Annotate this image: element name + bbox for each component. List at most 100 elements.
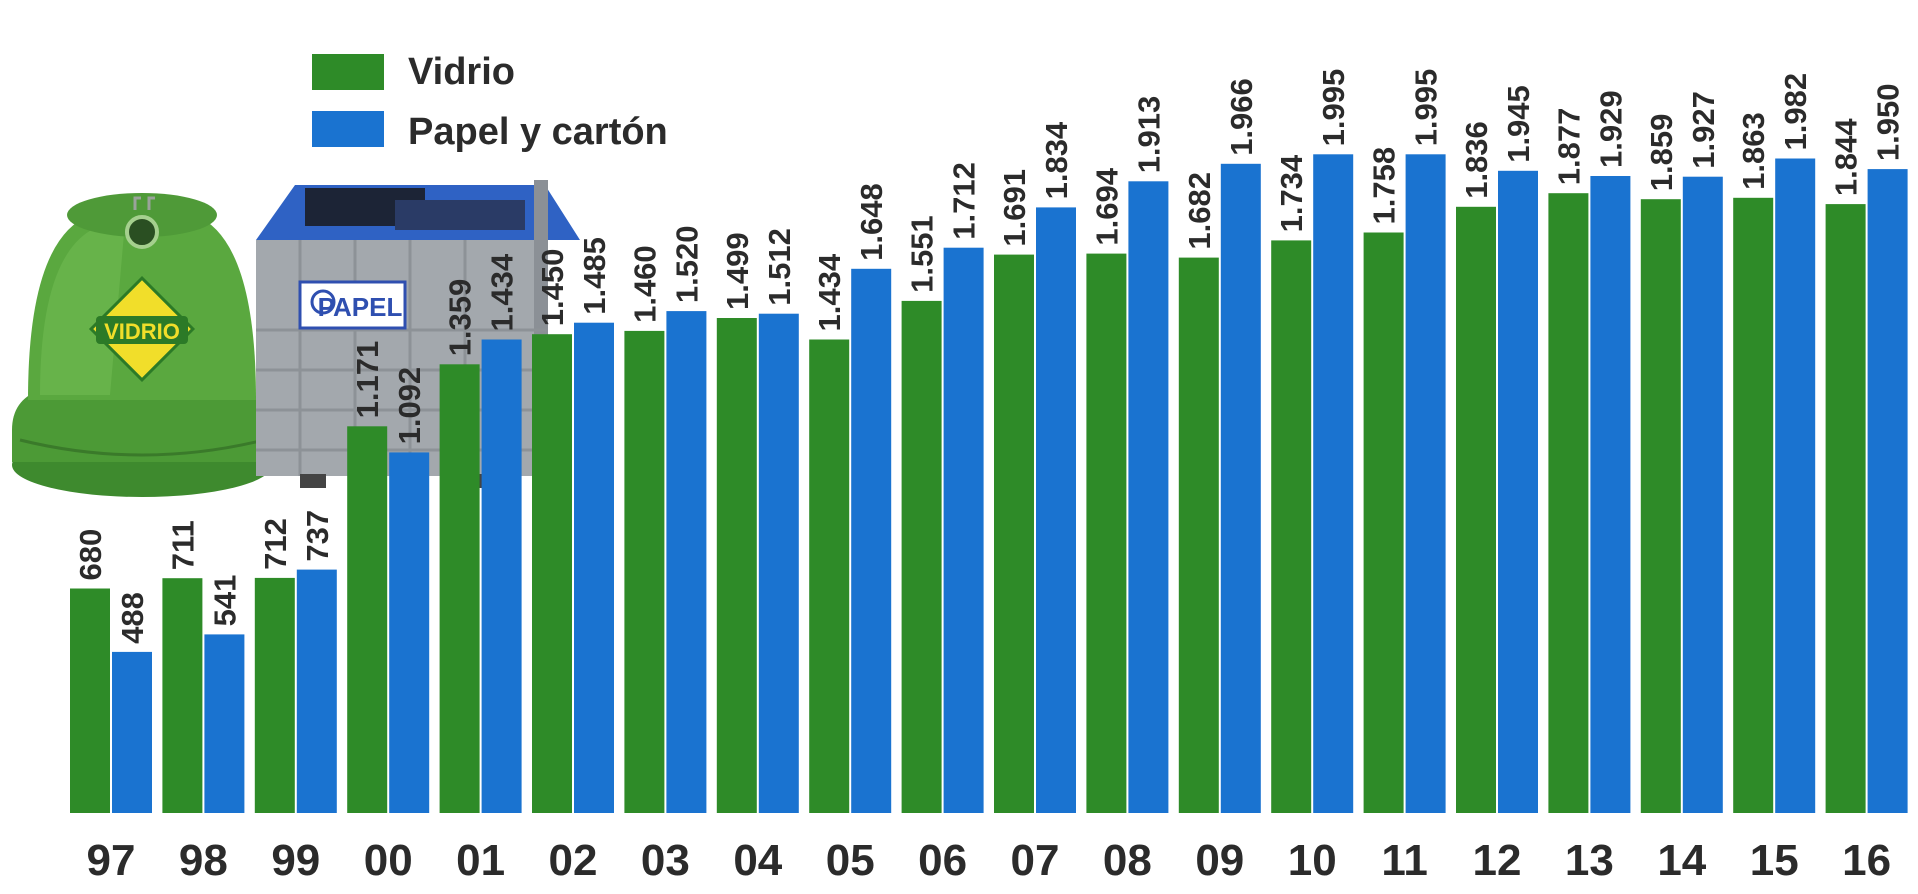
data-label-vidrio-02: 1.450 [535, 249, 570, 327]
bar-vidrio-16 [1825, 204, 1866, 814]
bar-papel-09 [1220, 163, 1261, 814]
data-label-papel-99: 737 [300, 510, 335, 562]
x-tick-label-98: 98 [179, 836, 228, 885]
data-label-papel-98: 541 [207, 575, 242, 627]
x-tick-label-09: 09 [1195, 836, 1244, 885]
bar-papel-10 [1313, 154, 1354, 814]
data-label-papel-10: 1.995 [1316, 69, 1351, 147]
paper-recycling-container-icon: PAPEL [256, 180, 580, 488]
data-label-papel-14: 1.927 [1686, 91, 1721, 169]
bar-papel-03 [666, 311, 707, 813]
bar-vidrio-04 [716, 318, 757, 813]
data-label-papel-03: 1.520 [669, 226, 704, 304]
data-label-vidrio-14: 1.859 [1644, 114, 1679, 192]
bar-group [70, 154, 1908, 814]
data-label-papel-13: 1.929 [1593, 90, 1628, 168]
bar-vidrio-11 [1363, 232, 1404, 813]
bar-papel-00 [389, 452, 430, 813]
data-label-papel-00: 1.092 [392, 367, 427, 445]
x-tick-label-06: 06 [918, 836, 967, 885]
data-label-vidrio-13: 1.877 [1551, 108, 1586, 186]
legend-label-papel: Papel y cartón [408, 111, 668, 153]
data-label-vidrio-98: 711 [165, 520, 200, 570]
x-tick-label-05: 05 [826, 836, 875, 885]
data-label-vidrio-06: 1.551 [905, 215, 940, 293]
legend-label-vidrio: Vidrio [408, 51, 515, 93]
data-label-papel-97: 488 [115, 592, 150, 644]
x-tick-label-11: 11 [1381, 836, 1428, 885]
bar-papel-05 [851, 268, 892, 813]
bar-papel-12 [1498, 170, 1538, 814]
bar-vidrio-14 [1640, 199, 1681, 813]
x-tick-label-13: 13 [1565, 836, 1614, 885]
bar-vidrio-13 [1548, 193, 1589, 813]
bar-papel-97 [112, 651, 152, 813]
data-label-papel-06: 1.712 [947, 162, 982, 240]
data-label-vidrio-04: 1.499 [720, 232, 755, 310]
bar-vidrio-02 [532, 334, 572, 813]
x-tick-label-14: 14 [1657, 836, 1706, 885]
glass-recycling-bin-icon: VIDRIO [12, 193, 272, 497]
data-label-papel-09: 1.966 [1224, 78, 1259, 156]
legend: Vidrio Papel y cartón [312, 51, 668, 153]
data-label-vidrio-12: 1.836 [1459, 121, 1494, 199]
legend-swatch-vidrio [312, 54, 384, 90]
x-tick-label-02: 02 [549, 836, 598, 885]
bar-vidrio-06 [901, 300, 942, 813]
x-tick-label-04: 04 [733, 836, 782, 885]
x-tick-label-15: 15 [1750, 836, 1799, 885]
data-label-vidrio-07: 1.691 [997, 169, 1032, 247]
bar-vidrio-09 [1178, 257, 1219, 814]
x-tick-label-99: 99 [271, 836, 320, 885]
x-tick-label-12: 12 [1473, 836, 1522, 885]
bar-papel-01 [481, 339, 522, 813]
bar-papel-99 [296, 569, 337, 813]
x-tick-label-01: 01 [456, 836, 505, 885]
data-label-papel-01: 1.434 [485, 253, 520, 331]
data-label-vidrio-05: 1.434 [812, 253, 847, 331]
bar-vidrio-99 [254, 577, 295, 813]
bar-papel-13 [1590, 176, 1631, 813]
bar-vidrio-98 [162, 578, 203, 813]
bar-papel-16 [1867, 169, 1908, 814]
x-axis-ticks: 97 98 99 00 01 02 03 04 05 06 07 08 09 10 11 12 13 14 15 16 [87, 836, 1892, 885]
x-tick-label-00: 00 [364, 836, 413, 885]
data-label-papel-16: 1.950 [1871, 84, 1906, 162]
bar-papel-14 [1682, 176, 1723, 813]
paper-bin-label: PAPEL [318, 292, 403, 322]
x-tick-label-97: 97 [87, 836, 136, 885]
data-label-vidrio-97: 680 [73, 529, 108, 581]
x-tick-label-03: 03 [641, 836, 690, 885]
data-label-vidrio-03: 1.460 [627, 245, 662, 323]
data-label-vidrio-08: 1.694 [1089, 167, 1124, 245]
bar-papel-07 [1036, 207, 1076, 813]
x-tick-label-08: 08 [1103, 836, 1152, 885]
bar-vidrio-08 [1086, 253, 1127, 814]
bar-papel-98 [204, 634, 245, 813]
data-label-papel-05: 1.648 [854, 183, 889, 261]
bar-papel-08 [1128, 181, 1169, 814]
bar-vidrio-12 [1456, 206, 1496, 814]
x-tick-label-10: 10 [1288, 836, 1337, 885]
bar-vidrio-07 [994, 254, 1034, 814]
data-label-papel-04: 1.512 [762, 228, 797, 306]
bar-papel-06 [943, 247, 984, 813]
bar-papel-11 [1405, 154, 1446, 814]
data-label-vidrio-11: 1.758 [1367, 147, 1402, 225]
bar-vidrio-10 [1271, 240, 1312, 813]
x-tick-label-07: 07 [1011, 836, 1060, 885]
bar-papel-15 [1775, 158, 1816, 813]
data-label-papel-15: 1.982 [1778, 73, 1813, 151]
bar-vidrio-03 [624, 330, 665, 813]
data-label-papel-02: 1.485 [577, 237, 612, 315]
data-label-vidrio-10: 1.734 [1274, 154, 1309, 232]
glass-bin-label: VIDRIO [104, 319, 180, 344]
bar-vidrio-01 [439, 364, 480, 813]
bar-papel-04 [758, 313, 799, 813]
bar-vidrio-15 [1733, 197, 1774, 814]
data-label-vidrio-09: 1.682 [1182, 172, 1217, 250]
data-label-vidrio-01: 1.359 [443, 279, 478, 357]
bar-vidrio-05 [809, 339, 850, 813]
